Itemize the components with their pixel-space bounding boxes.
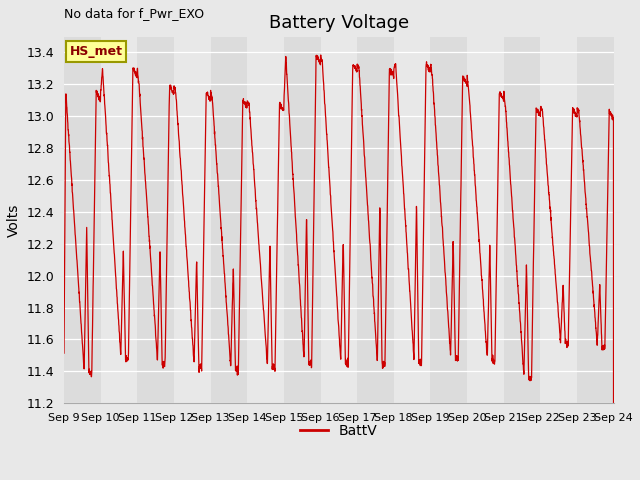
Bar [357,36,394,403]
Bar [174,36,211,403]
Bar [504,36,540,403]
Text: No data for f_Pwr_EXO: No data for f_Pwr_EXO [64,7,204,20]
Bar [284,36,321,403]
Bar [100,36,137,403]
Y-axis label: Volts: Volts [7,203,21,237]
Bar [137,36,174,403]
Bar [321,36,357,403]
Bar [247,36,284,403]
Bar [394,36,431,403]
Bar [211,36,247,403]
Bar [577,36,614,403]
Legend: BattV: BattV [294,419,383,444]
Title: Battery Voltage: Battery Voltage [269,14,409,32]
Text: HS_met: HS_met [70,45,122,58]
Bar [431,36,467,403]
Bar [467,36,504,403]
Bar [540,36,577,403]
Bar [64,36,100,403]
